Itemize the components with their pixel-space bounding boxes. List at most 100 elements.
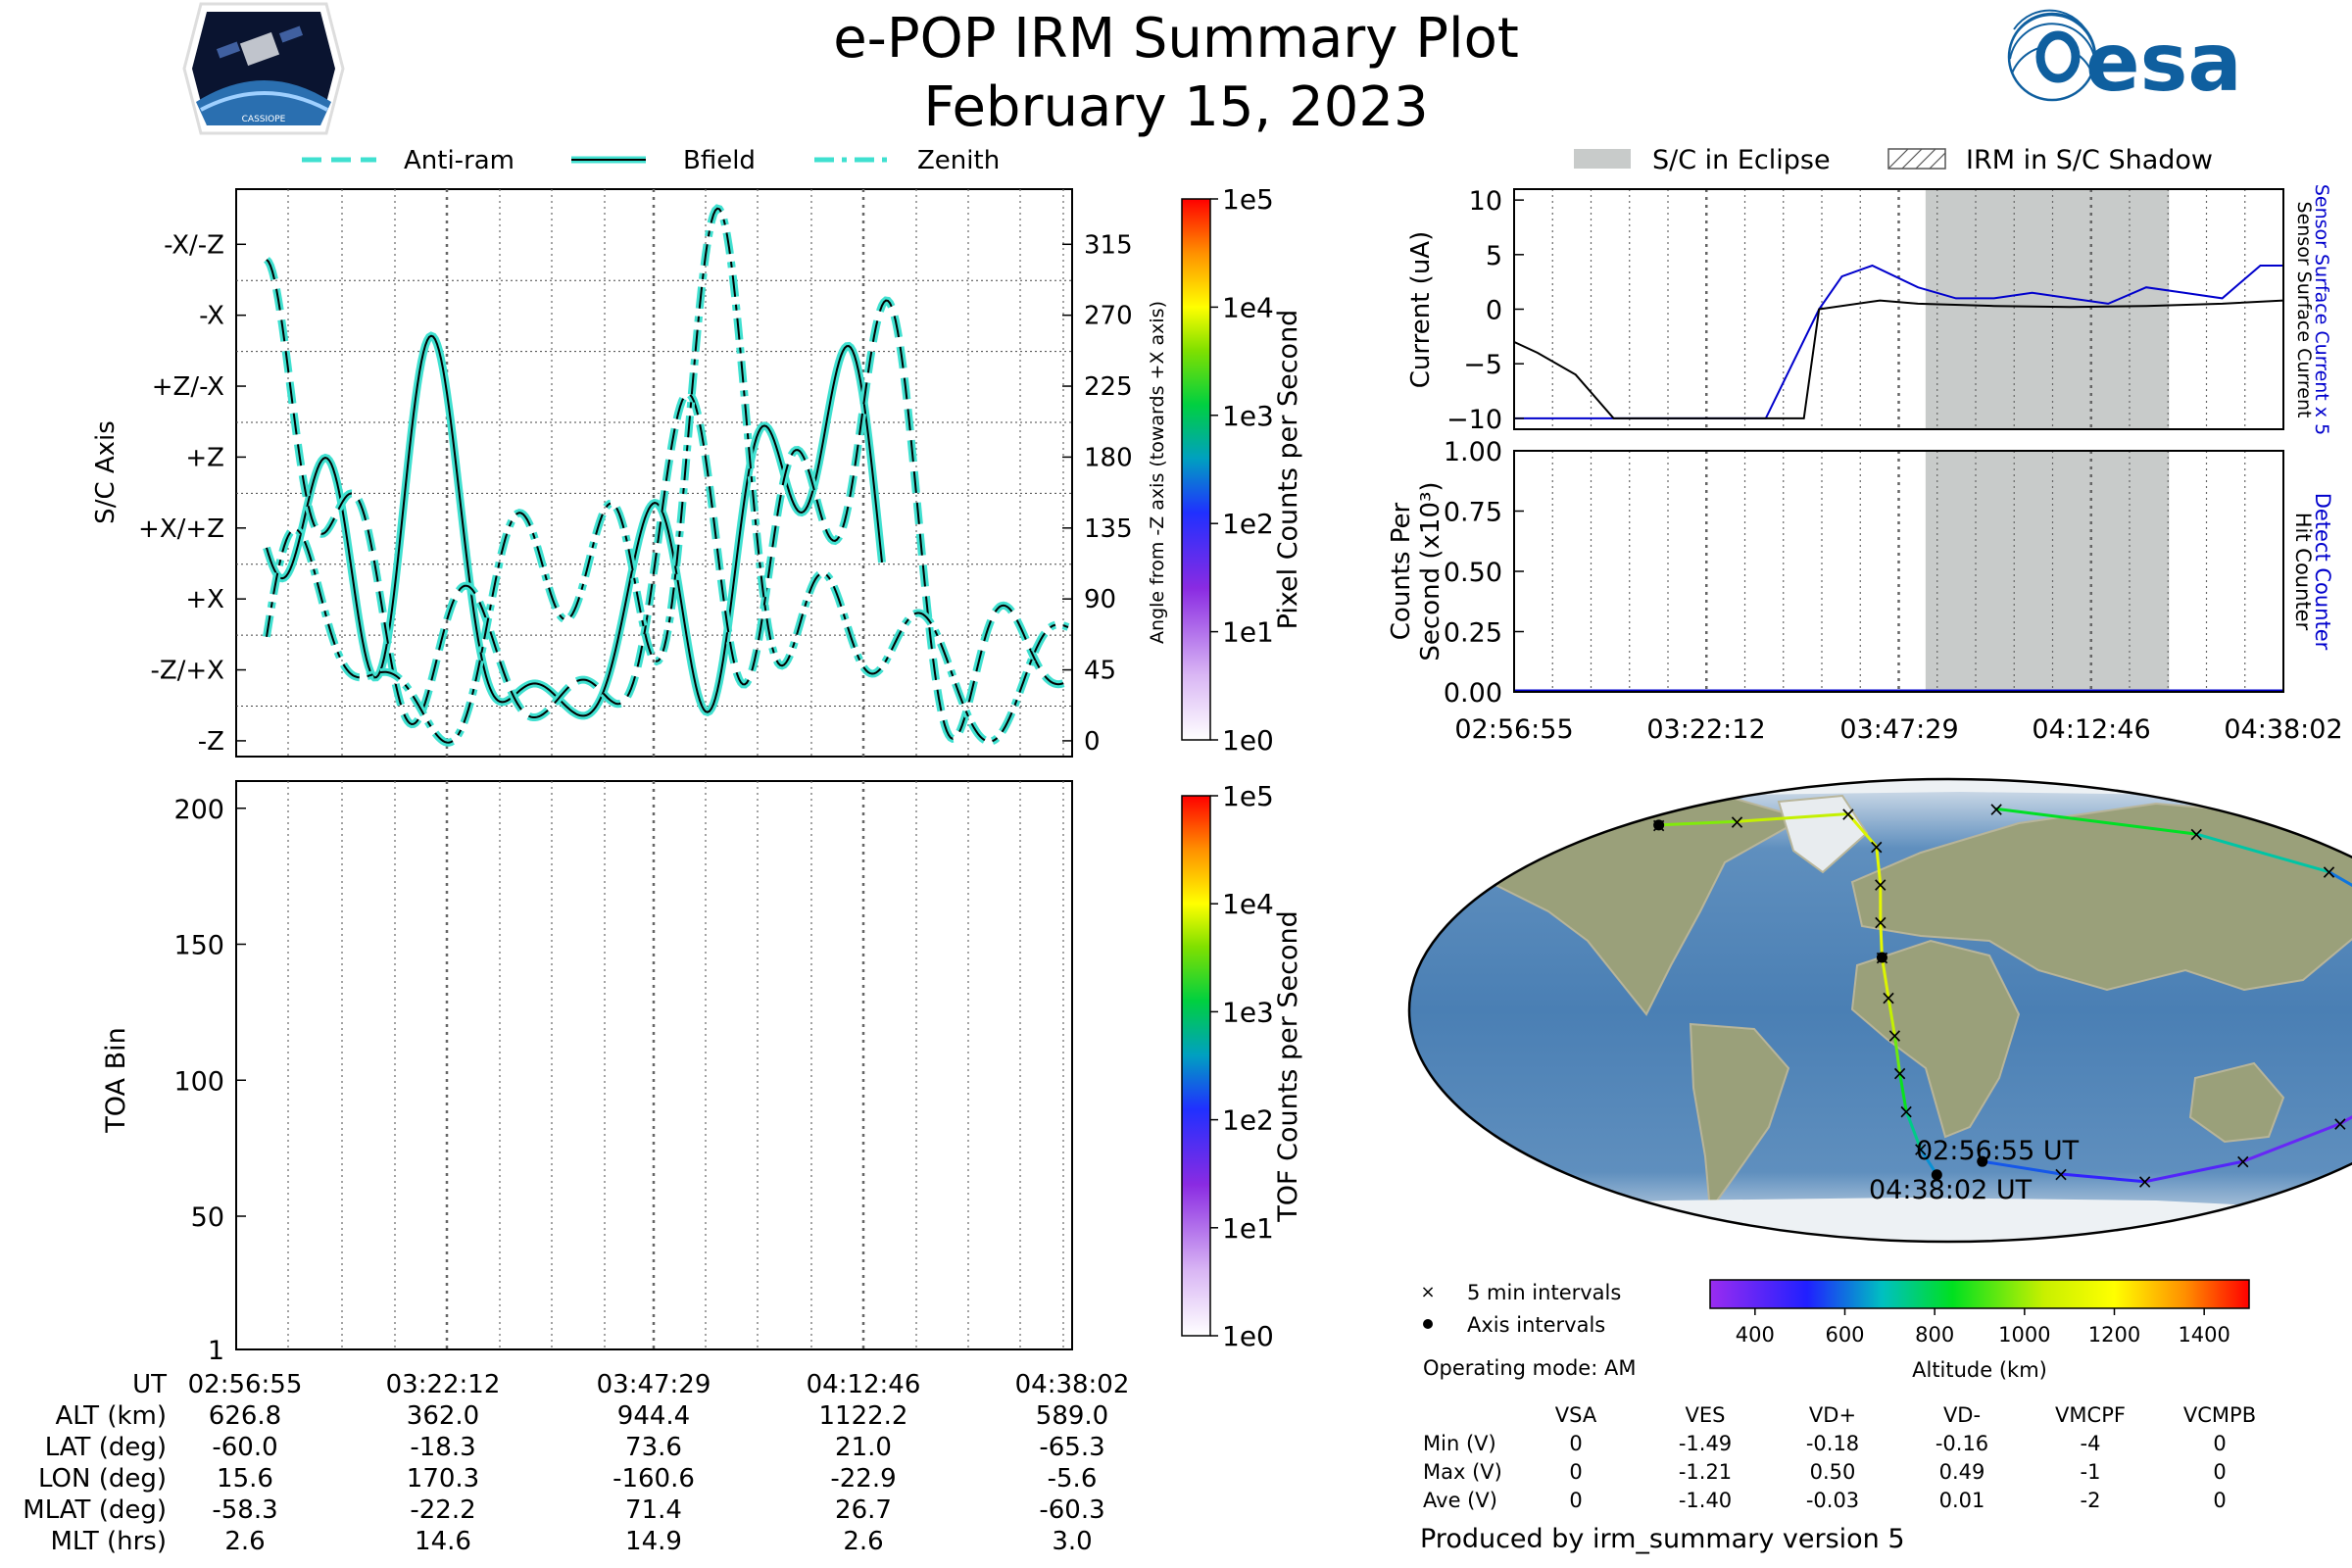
sensor-current-x5-line: [1514, 264, 2283, 419]
ut-tick-label: 02:56:55: [188, 1370, 303, 1399]
ephemeris-cell: 589.0: [1036, 1401, 1108, 1431]
voltage-header: VMCPF: [2055, 1403, 2126, 1427]
toa-y-tick-label: 150: [173, 931, 224, 961]
orbit-track-segment: [2241, 1122, 2342, 1163]
five-min-marker: ×: [1881, 986, 1897, 1009]
voltage-row-label: Min (V): [1423, 1432, 1496, 1455]
colorbar-tick-label: 1e5: [1222, 183, 1274, 216]
ephemeris-cell: 14.6: [415, 1527, 471, 1556]
voltage-cell: -0.03: [1806, 1489, 1859, 1512]
orbit-track-segment: [1657, 819, 1739, 827]
ephemeris-cell: 21.0: [835, 1433, 892, 1462]
current-right-label-black: Sensor Surface Current: [2293, 202, 2315, 418]
legend-anti-ram: Anti-ram: [404, 146, 514, 175]
voltage-cell: 0.01: [1939, 1489, 1985, 1512]
toa-y-tick-label: 50: [191, 1202, 224, 1233]
attitude-y2-tick-label: 90: [1084, 585, 1116, 614]
five-min-marker: ×: [1840, 803, 1857, 826]
voltage-cell: 0: [1569, 1432, 1582, 1455]
five-min-marker: ×: [2234, 1150, 2251, 1173]
ephemeris-cell: 626.8: [209, 1401, 281, 1431]
pixel-colorbar: 1e0 1e1 1e2 1e3 1e4 1e5 Pixel Counts per Seco…: [1181, 183, 1303, 757]
current-y-tick-label: −5: [1463, 350, 1502, 380]
attitude-y2-tick-label: 0: [1084, 727, 1101, 757]
orbit-track-segment: [1880, 956, 1890, 1000]
current-y-tick-label: 5: [1486, 241, 1502, 271]
legend-irm-shadow: IRM in S/C Shadow: [1966, 145, 2213, 175]
five-min-marker-icon: ×: [1420, 1282, 1435, 1302]
voltage-header: VD-: [1943, 1403, 1981, 1427]
attitude-y2-tick-label: 180: [1084, 443, 1133, 472]
five-min-marker: ×: [2332, 1112, 2349, 1136]
current-y-tick-label: 0: [1486, 296, 1502, 326]
legend-bfield: Bfield: [683, 146, 756, 175]
ephemeris-cell: 3.0: [1052, 1527, 1092, 1556]
ut-tick-label: 03:22:12: [386, 1370, 501, 1399]
axis-interval-marker: [1931, 1169, 1942, 1181]
altitude-tick-label: 1200: [2088, 1323, 2140, 1347]
five-min-marker: ×: [2188, 822, 2205, 846]
current-panel: 10 5 0 −5 −10 Current (uA) Sensor Surface Cu…: [1406, 184, 2332, 435]
altitude-colorbar: 400 600 800 1000 1200 1400 Altitude (km): [1709, 1279, 2250, 1382]
ephemeris-cell: -5.6: [1048, 1464, 1098, 1494]
tof-colorbar-label: TOF Counts per Second: [1273, 910, 1303, 1223]
pixel-colorbar-label: Pixel Counts per Second: [1273, 310, 1303, 630]
voltage-cell: 0: [2213, 1460, 2226, 1484]
ephemeris-row-label: MLAT (deg): [23, 1495, 167, 1525]
attitude-y-tick-label: +X/+Z: [138, 514, 224, 544]
ephemeris-cell: 14.9: [625, 1527, 682, 1556]
voltage-cell: 0: [2213, 1489, 2226, 1512]
voltage-cell: 0.49: [1939, 1460, 1985, 1484]
orbit-track-segment: [2059, 1172, 2147, 1184]
ephemeris-cell: -22.2: [410, 1495, 475, 1525]
five-min-marker: ×: [2321, 860, 2337, 884]
ephemeris-cell: 944.4: [617, 1401, 690, 1431]
voltage-table: VSA VES VD+ VD- VMCPF VCMPB Min (V) 0 -1.49 -0.18…: [1423, 1403, 2256, 1512]
colorbar-tick-label: 1e2: [1222, 1104, 1274, 1137]
ephemeris-cell: 1122.2: [819, 1401, 908, 1431]
voltage-cell: 0.50: [1810, 1460, 1856, 1484]
attitude-y-tick-label: -Z/+X: [150, 657, 224, 686]
orbit-track-segment: [2338, 1084, 2352, 1126]
colorbar-tick-label: 1e0: [1222, 724, 1274, 757]
voltage-cell: 0: [1569, 1460, 1582, 1484]
voltage-row-label: Ave (V): [1423, 1489, 1497, 1512]
current-y-tick-label: 10: [1469, 186, 1502, 217]
counts-y-tick-label: 0.75: [1444, 498, 1502, 528]
orbit-end-label: 04:38:02 UT: [1869, 1175, 2033, 1205]
colorbar-tick-label: 1e2: [1222, 508, 1274, 540]
attitude-y2label: Angle from -Z axis (towards +X axis): [1147, 301, 1168, 644]
legend-axis-intervals: Axis intervals: [1467, 1313, 1605, 1337]
altitude-tick-label: 800: [1915, 1323, 1954, 1347]
attitude-trace: [266, 207, 1069, 744]
ephemeris-cell: -160.6: [612, 1464, 695, 1494]
counts-ylabel-line2: Second (x10³): [1416, 481, 1446, 661]
counts-y-tick-label: 0.25: [1444, 618, 1502, 649]
orbit-track-segment: [1892, 1034, 1902, 1075]
current-ylabel: Current (uA): [1406, 231, 1436, 388]
ephemeris-cell: 2.6: [843, 1527, 883, 1556]
sensor-current-line: [1514, 299, 2283, 419]
ut-tick-label: 04:12:46: [807, 1370, 921, 1399]
voltage-cell: -1.49: [1679, 1432, 1732, 1455]
voltage-row-label: Max (V): [1423, 1460, 1502, 1484]
axis-interval-marker: [1653, 819, 1665, 831]
ephemeris-row-label: ALT (km): [55, 1401, 167, 1431]
tof-colorbar: 1e0 1e1 1e2 1e3 1e4 1e5 TOF Counts per Second: [1181, 780, 1303, 1352]
colorbar-tick-label: 1e3: [1222, 400, 1274, 432]
toa-y-tick-label: 200: [173, 795, 224, 825]
five-min-marker: ×: [1988, 797, 2005, 820]
voltage-cell: -0.18: [1806, 1432, 1859, 1455]
five-min-marker: ×: [1872, 873, 1888, 897]
orbit-track-segment: [1735, 812, 1850, 823]
orbit-track-segment: [1981, 1159, 2063, 1176]
attitude-y-tick-label: -X: [199, 302, 224, 331]
colorbar-tick-label: 1e5: [1222, 780, 1274, 812]
voltage-cell: -4: [2081, 1432, 2101, 1455]
attitude-y2-tick-label: 270: [1084, 302, 1133, 331]
five-min-marker: ×: [1912, 1137, 1929, 1160]
counts-x-tick-label: 03:22:12: [1646, 714, 1765, 745]
ephemeris-cell: -60.3: [1039, 1495, 1104, 1525]
counts-right-label-black: Hit Counter: [2291, 513, 2315, 631]
